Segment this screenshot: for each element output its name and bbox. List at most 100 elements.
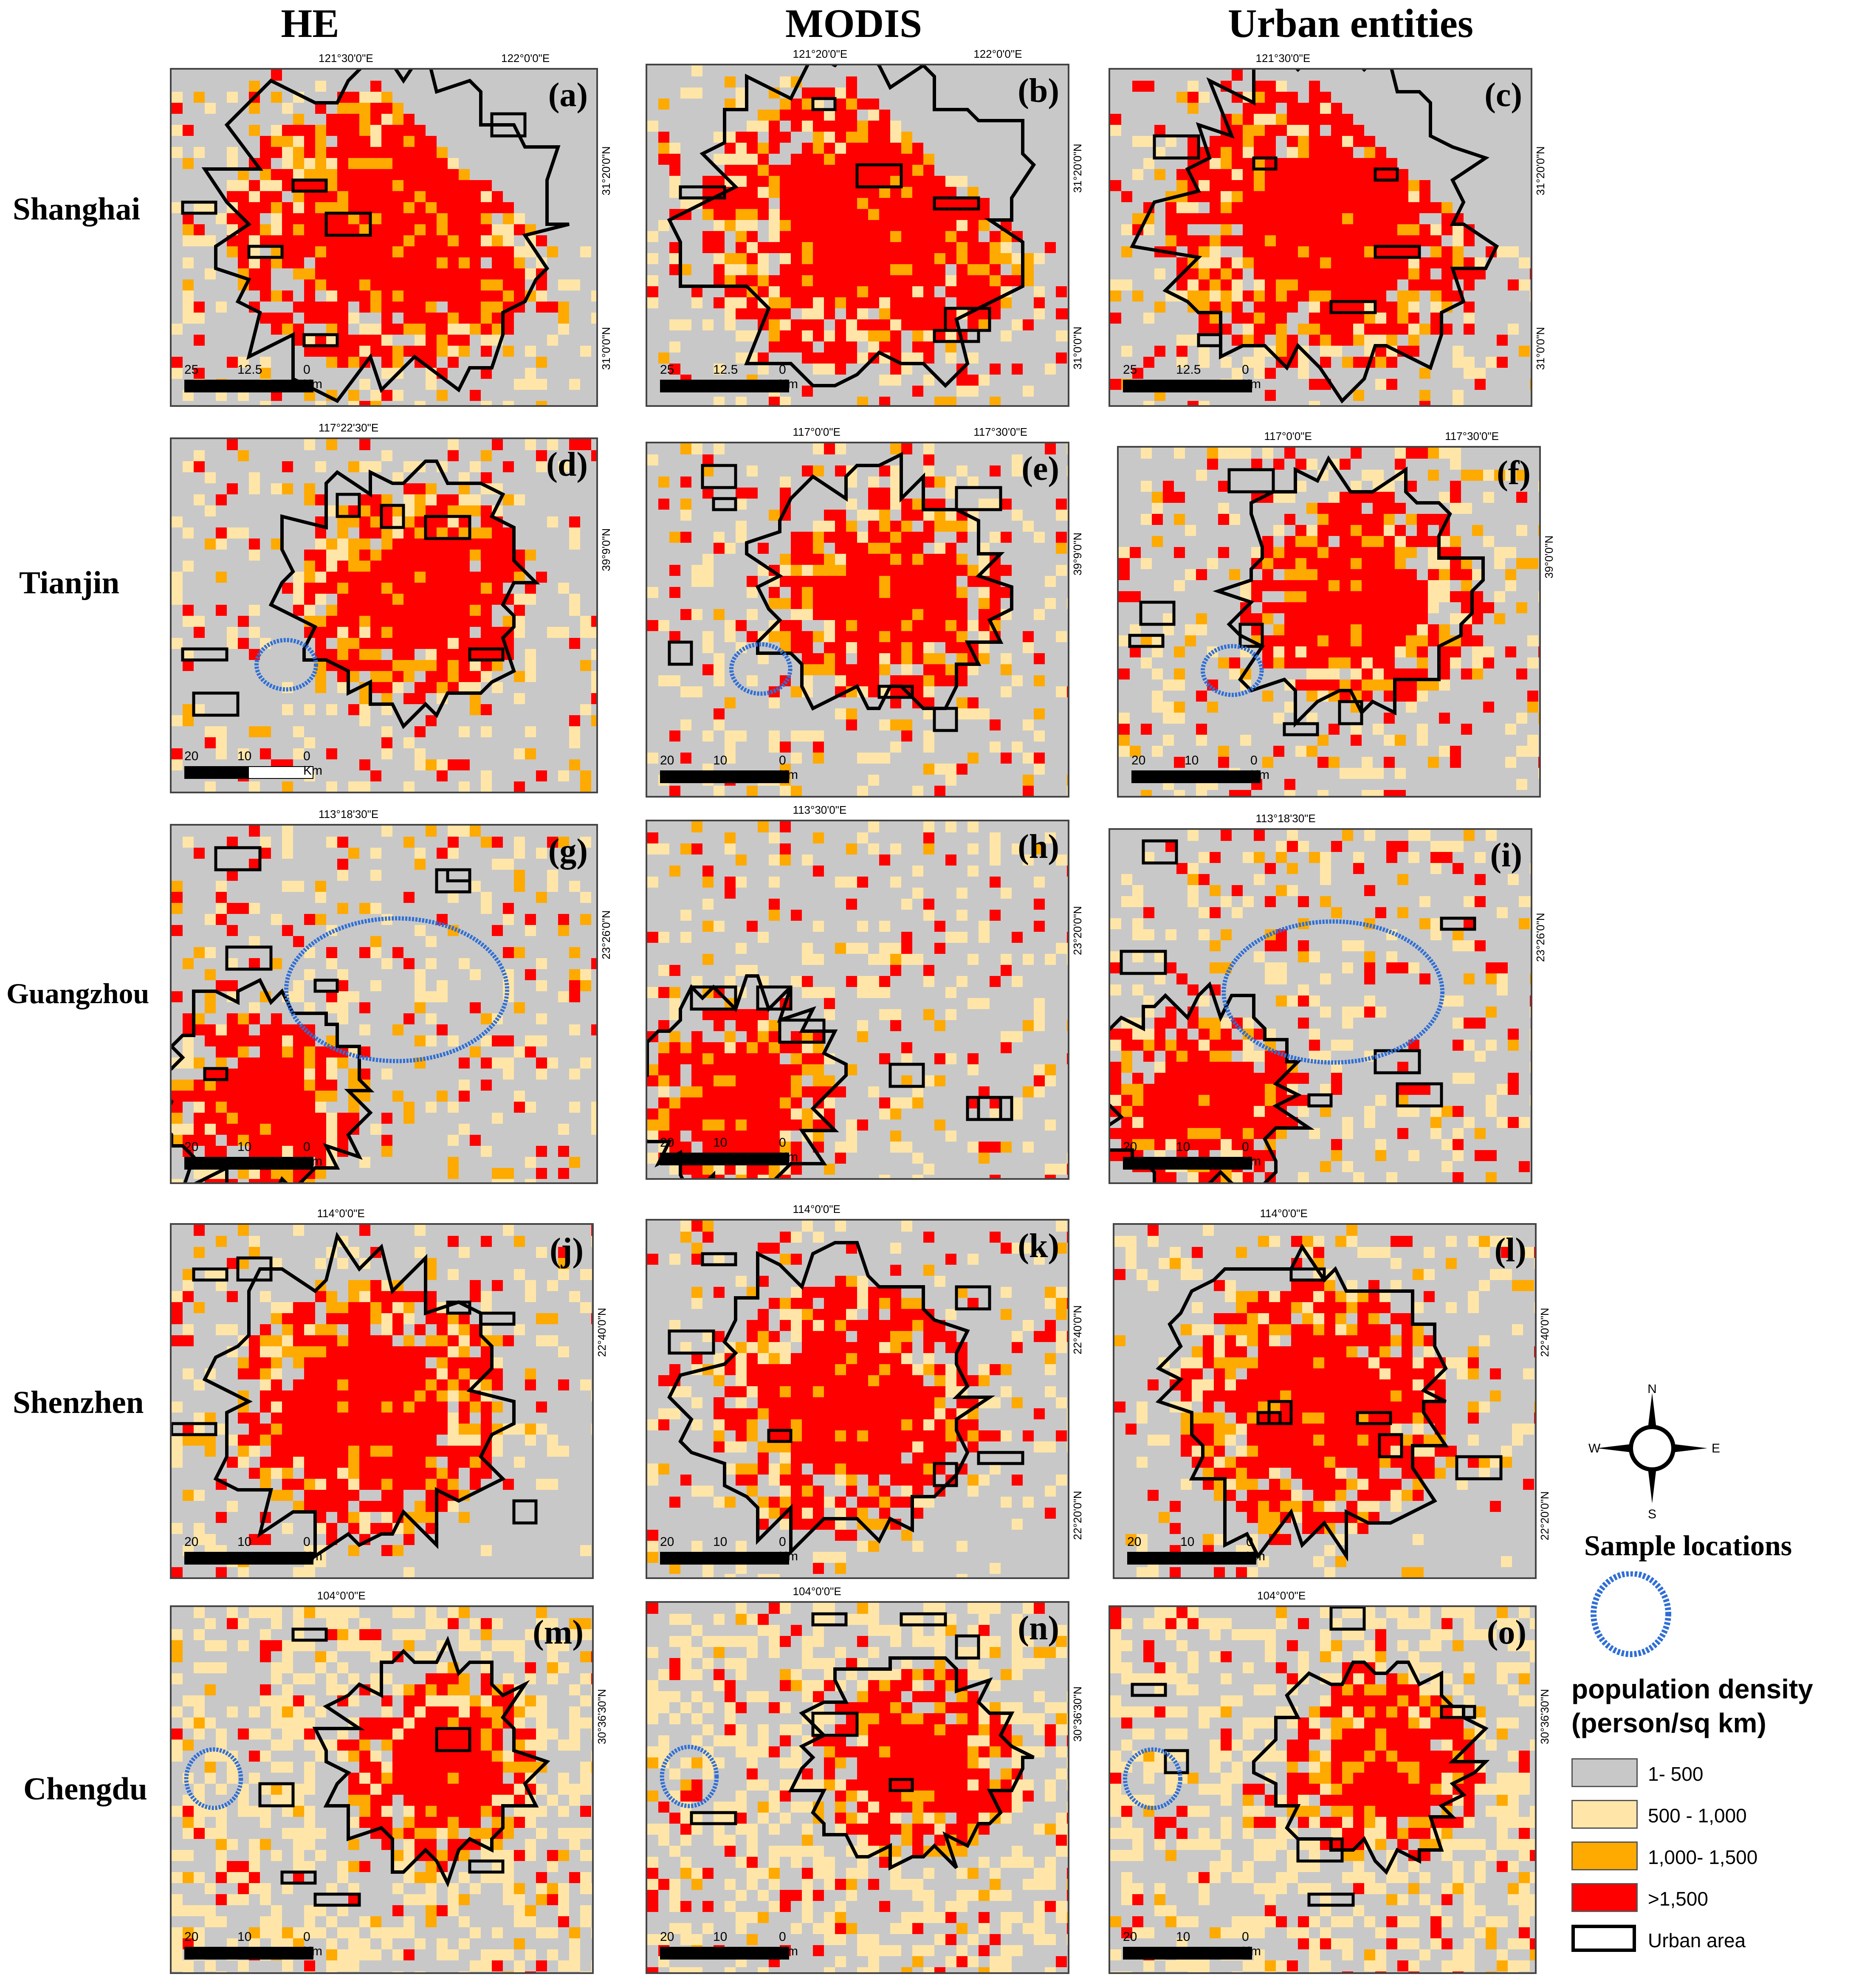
urban-area-patch bbox=[446, 1300, 471, 1315]
urban-area-boundary bbox=[201, 70, 570, 403]
urban-area-patch bbox=[1307, 1093, 1333, 1108]
map-panel-a: (a) 25 12.5 0 Km bbox=[170, 68, 598, 407]
longitude-label: 113°18'30"E bbox=[1255, 812, 1316, 825]
legend-swatch bbox=[1571, 1883, 1638, 1912]
panel-label: (d) bbox=[546, 446, 588, 483]
urban-area-boundary bbox=[268, 460, 540, 729]
urban-area-patch bbox=[933, 196, 980, 211]
scale-bar-label: 10 bbox=[237, 1930, 252, 1944]
urban-area-patch bbox=[955, 486, 1002, 511]
urban-area-patch bbox=[1374, 1049, 1421, 1074]
scale-bar-label: 20 bbox=[1123, 1930, 1137, 1944]
scale-bar: 20 10 0 Km bbox=[184, 1140, 322, 1170]
scale-bar-label: 0 Km bbox=[1246, 1535, 1265, 1563]
longitude-label: 122°0'0"E bbox=[973, 48, 1022, 60]
urban-area-patch bbox=[679, 185, 726, 200]
urban-area-boundary bbox=[172, 978, 375, 1182]
scale-bar-label: 10 bbox=[713, 753, 728, 767]
urban-area-boundary bbox=[312, 1636, 550, 1888]
latitude-label: 31°0'0"N bbox=[1071, 326, 1084, 369]
scale-bar-label: 12.5 bbox=[237, 363, 262, 377]
legend-item: 1- 500 bbox=[1571, 1758, 1848, 1788]
latitude-label: 31°0'0"N bbox=[1534, 327, 1547, 370]
row-label-shenzhen: Shenzhen bbox=[13, 1385, 144, 1420]
legend-swatch bbox=[1571, 1925, 1636, 1952]
legend-label: Urban area bbox=[1648, 1929, 1746, 1951]
urban-area-patch bbox=[1329, 1607, 1366, 1631]
urban-area-patch bbox=[1252, 156, 1278, 171]
urban-area-patch bbox=[1120, 950, 1167, 975]
legend-item: Urban area bbox=[1571, 1925, 1848, 1954]
urban-area-patch bbox=[214, 846, 262, 871]
scale-bar-label: 25 bbox=[184, 363, 199, 377]
urban-area-patch bbox=[955, 1285, 991, 1311]
urban-area-patch bbox=[236, 1256, 273, 1282]
longitude-label: 117°22'30"E bbox=[319, 421, 379, 434]
legend-label: >1,500 bbox=[1648, 1888, 1708, 1910]
scale-bar: 25 12.5 0 Km bbox=[1123, 363, 1261, 392]
row-label-shanghai: Shanghai bbox=[13, 192, 141, 227]
sample-location-ellipse bbox=[729, 642, 793, 696]
scale-bar-label: 10 bbox=[1176, 1140, 1190, 1154]
scale-bar-label: 10 bbox=[713, 1535, 728, 1549]
scale-bar-label: 10 bbox=[1176, 1930, 1190, 1944]
longitude-label: 117°0'0"E bbox=[793, 426, 841, 438]
sample-location-ellipse bbox=[284, 916, 509, 1063]
scale-bar-label: 10 bbox=[713, 1136, 728, 1150]
scale-bar-label: 0 Km bbox=[1242, 1140, 1261, 1168]
urban-area-patch bbox=[1238, 623, 1264, 648]
scale-bar-label: 0 Km bbox=[779, 1535, 798, 1563]
urban-area-patch bbox=[203, 1067, 228, 1081]
population-density-raster bbox=[647, 443, 1068, 796]
scale-bar: 20 10 0 Km bbox=[1127, 1535, 1265, 1565]
latitude-label: 31°0'0"N bbox=[600, 327, 612, 370]
urban-area-patch bbox=[1283, 722, 1319, 736]
scale-bar-label: 10 bbox=[713, 1930, 728, 1944]
scale-bar-label: 20 bbox=[184, 1140, 199, 1154]
urban-area-patch bbox=[701, 464, 737, 489]
urban-area-patch bbox=[933, 707, 958, 732]
urban-area-boundary bbox=[1155, 1244, 1449, 1562]
scale-bar-label: 0 Km bbox=[1250, 753, 1269, 782]
population-density-raster bbox=[647, 65, 1068, 405]
urban-area-patch bbox=[225, 945, 273, 971]
scale-bar-label: 0 Km bbox=[303, 1930, 322, 1958]
compass-n: N bbox=[1647, 1385, 1657, 1396]
compass-s: S bbox=[1648, 1507, 1656, 1520]
panel-label: (m) bbox=[533, 1614, 584, 1651]
urban-area-patch bbox=[1374, 167, 1399, 182]
population-density-raster bbox=[647, 1221, 1068, 1577]
scale-bar: 20 10 0 Km bbox=[1131, 753, 1269, 783]
panel-label: (g) bbox=[548, 832, 588, 870]
longitude-label: 114°0'0"E bbox=[793, 1203, 841, 1215]
urban-area-patch bbox=[280, 1870, 317, 1885]
map-panel-l: (l) 20 10 0 Km bbox=[1113, 1223, 1537, 1579]
panel-label: (f) bbox=[1497, 454, 1531, 492]
scale-bar-label: 0 Km bbox=[1242, 1930, 1261, 1958]
scale-bar: 20 10 0 Km bbox=[1123, 1930, 1261, 1960]
latitude-label: 39°0'0"N bbox=[1543, 535, 1555, 578]
urban-area-patch bbox=[701, 1252, 737, 1266]
urban-area-patch bbox=[855, 163, 903, 189]
column-header-urban-entities: Urban entities bbox=[1228, 1, 1473, 46]
urban-area-patch bbox=[1142, 839, 1178, 865]
longitude-label: 121°30'0"E bbox=[319, 52, 373, 65]
scale-bar: 20 10 0 Km bbox=[660, 1136, 798, 1165]
latitude-label: 22°20'0"N bbox=[1071, 1491, 1084, 1540]
map-panel-f: (f) 20 10 0 Km bbox=[1117, 446, 1541, 798]
legend-item: 500 - 1,000 bbox=[1571, 1800, 1848, 1830]
urban-area-patch bbox=[313, 1892, 361, 1907]
row-label-tianjin: Tianjin bbox=[19, 565, 120, 601]
sample-location-ellipse bbox=[660, 1745, 719, 1808]
urban-area-patch bbox=[172, 1422, 217, 1436]
longitude-label: 117°0'0"E bbox=[1264, 430, 1312, 443]
urban-area-patch bbox=[1374, 245, 1421, 259]
urban-area-boundary bbox=[1213, 455, 1485, 728]
longitude-label: 113°18'30"E bbox=[319, 808, 379, 821]
urban-area-patch bbox=[479, 1311, 516, 1326]
map-panel-c: (c) 25 12.5 0 Km bbox=[1109, 68, 1532, 407]
latitude-label: 22°40'0"N bbox=[595, 1308, 608, 1357]
panel-label: (b) bbox=[1018, 72, 1059, 110]
scale-bar-label: 20 bbox=[660, 1535, 674, 1549]
scale-bar-label: 20 bbox=[184, 1535, 199, 1549]
